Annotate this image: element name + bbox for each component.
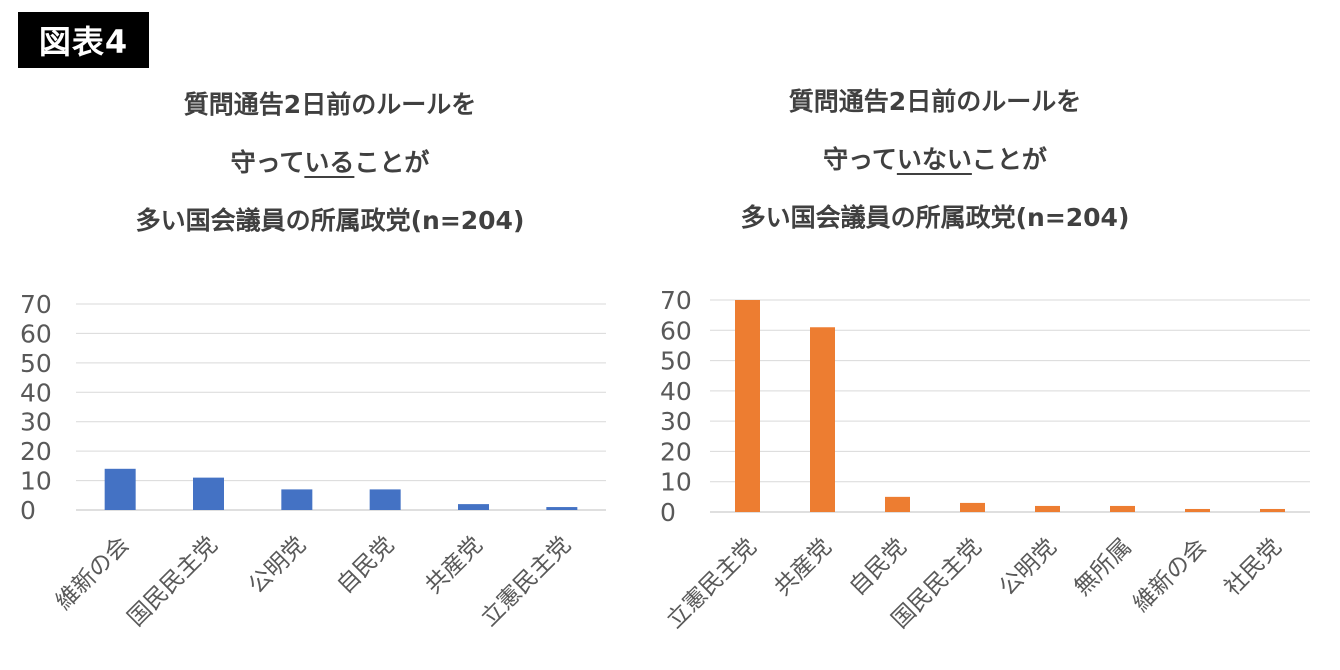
right-bar-3: [885, 496, 910, 512]
right-y-tick-label: 60: [660, 316, 692, 345]
left-y-tick-label: 40: [20, 378, 52, 407]
left-title-line-3: 多い国会議員の所属政党(n=204): [135, 206, 525, 235]
right-title-line-3: 多い国会議員の所属政党(n=204): [740, 203, 1130, 232]
left-chart-title: 質問通告2日前のルールを 守っていることが 多い国会議員の所属政党(n=204): [20, 76, 640, 250]
right-y-tick-label: 70: [660, 286, 692, 315]
right-bar-6: [1110, 505, 1135, 512]
left-category-label: 国民民主党: [123, 532, 223, 632]
right-y-tick-label: 20: [660, 437, 692, 466]
left-y-tick-label: 30: [20, 408, 52, 437]
left-bar-4: [369, 489, 401, 510]
left-y-tick-label: 50: [20, 349, 52, 378]
left-bar-3: [281, 489, 313, 510]
right-category-label: 共産党: [770, 534, 837, 601]
right-category-label: 自民党: [845, 534, 912, 601]
left-y-tick-label: 60: [20, 319, 52, 348]
left-category-label: 自民党: [332, 532, 399, 599]
left-bar-6: [546, 507, 578, 510]
right-title-line-2c: ことが: [971, 145, 1047, 174]
left-y-tick-label: 70: [20, 290, 52, 319]
right-category-label: 立憲民主党: [662, 534, 762, 634]
right-category-label: 社民党: [1220, 534, 1287, 601]
right-chart-title: 質問通告2日前のルールを 守っていないことが 多い国会議員の所属政党(n=204…: [640, 73, 1230, 247]
right-title-line-1: 質問通告2日前のルールを: [788, 87, 1082, 116]
left-bar-5: [458, 504, 489, 510]
left-category-label: 維新の会: [51, 532, 134, 615]
left-title-line-2c: ことが: [354, 148, 430, 177]
left-y-tick-label: 10: [20, 467, 52, 496]
right-y-tick-label: 50: [660, 347, 692, 376]
left-category-label: 公明党: [244, 532, 311, 599]
right-category-label: 公明党: [995, 534, 1062, 601]
left-bar-1: [104, 468, 136, 510]
left-title-line-1: 質問通告2日前のルールを: [183, 90, 477, 119]
right-bar-7: [1185, 508, 1210, 512]
right-title-emphasis: いない: [896, 145, 972, 174]
right-bar-2: [810, 327, 835, 512]
right-category-label: 無所属: [1070, 534, 1137, 601]
left-title-line-2a: 守って: [230, 148, 305, 177]
left-category-label: 立憲民主党: [476, 532, 576, 632]
left-y-tick-label: 20: [20, 437, 52, 466]
right-title-line-2: 守っていないことが: [640, 131, 1230, 189]
left-title-line-2: 守っていることが: [20, 134, 640, 192]
right-bar-1: [735, 300, 760, 512]
right-y-tick-label: 10: [660, 468, 692, 497]
right-category-label: 維新の会: [1128, 534, 1211, 617]
right-title-line-2a: 守って: [823, 145, 897, 174]
left-category-label: 共産党: [421, 532, 488, 599]
right-bar-5: [1035, 505, 1060, 512]
figure-label: 図表4: [18, 12, 149, 68]
left-bar-2: [193, 477, 224, 510]
right-bar-8: [1260, 508, 1285, 512]
left-title-emphasis: いる: [304, 148, 355, 177]
right-y-tick-label: 30: [660, 407, 692, 436]
right-bar-4: [960, 502, 985, 512]
right-y-tick-label: 0: [660, 498, 676, 527]
left-y-tick-label: 0: [20, 496, 36, 525]
right-y-tick-label: 40: [660, 377, 692, 406]
